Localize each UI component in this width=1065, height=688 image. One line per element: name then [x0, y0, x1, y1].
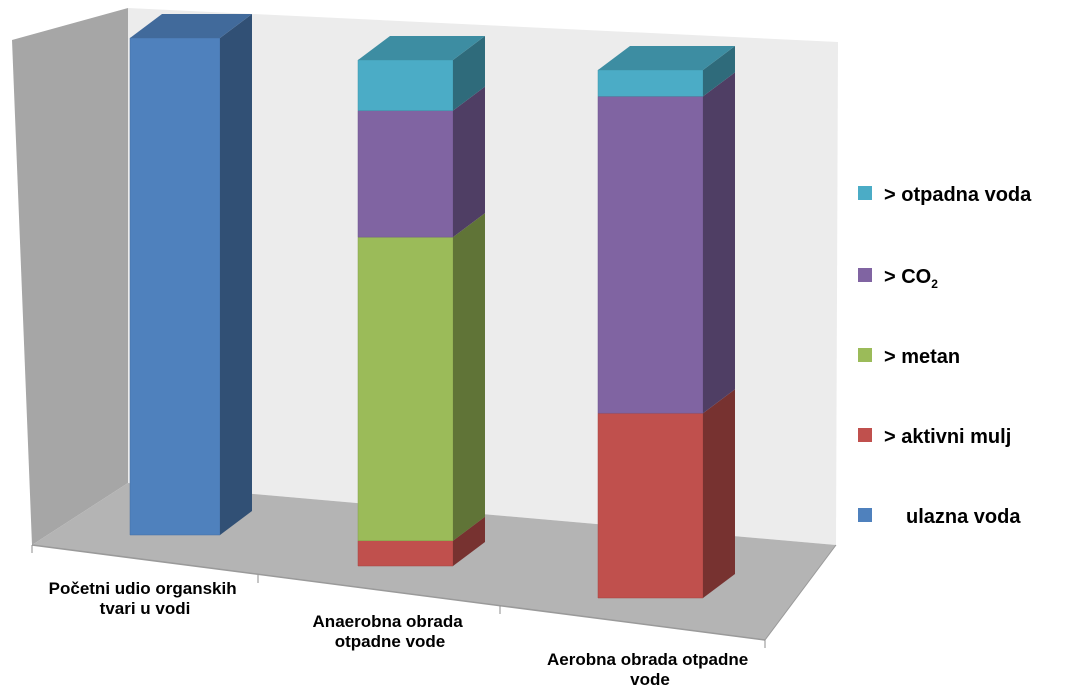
bar-2-co2-side — [703, 72, 735, 414]
legend-label-ulazna-voda: ulazna voda — [906, 506, 1021, 528]
legend-swatch-metan — [858, 348, 872, 362]
bar-2-otpadna-voda-front — [597, 69, 704, 97]
legend-item-ulazna-voda: ulazna voda — [858, 506, 1021, 528]
legend: > otpadna voda > CO2 > metan > aktivni m… — [858, 184, 1032, 528]
legend-item-co2: > CO2 — [858, 266, 938, 291]
legend-swatch-ulazna-voda — [858, 508, 872, 522]
category-labels: Početni udio organskih tvari u vodi Anae… — [49, 579, 753, 688]
bar-0-ulazna-voda-front — [129, 37, 221, 536]
legend-item-aktivni-mulj: > aktivni mulj — [858, 426, 1011, 448]
bar-1-metan-side — [453, 213, 485, 541]
legend-label-co2: > CO2 — [884, 266, 938, 291]
bar-0-ulazna-voda-top — [130, 14, 252, 38]
floor-right-edge — [764, 544, 837, 641]
bar-1-co2-front — [357, 110, 454, 238]
bar-0-ulazna-voda-side — [220, 14, 252, 535]
bars-layer — [129, 14, 735, 599]
x-axis-line — [31, 544, 766, 641]
category-label-0: Početni udio organskih tvari u vodi — [49, 579, 242, 618]
legend-item-otpadna-voda: > otpadna voda — [858, 184, 1032, 206]
legend-item-metan: > metan — [858, 346, 960, 368]
bar-1-otpadna-voda-side — [453, 36, 485, 111]
bar-1-otpadna-voda-front — [357, 59, 454, 111]
bar-2-aktivni-mulj-side — [703, 389, 735, 598]
legend-swatch-aktivni-mulj — [858, 428, 872, 442]
bar-2-aktivni-mulj-front — [597, 412, 704, 599]
legend-label-metan: > metan — [884, 346, 960, 368]
bar-1-otpadna-voda-top — [358, 36, 485, 60]
bar-1-metan-front — [357, 236, 454, 541]
bar-2-otpadna-voda-top — [598, 46, 735, 70]
bar-2-co2-front — [597, 96, 704, 414]
category-label-1: Anaerobna obrada otpadne vode — [313, 612, 468, 651]
category-label-2: Aerobna obrada otpadne vode — [547, 650, 753, 688]
legend-label-otpadna-voda: > otpadna voda — [884, 184, 1032, 206]
bar-1-aktivni-mulj-side — [453, 516, 485, 566]
side-wall — [12, 8, 128, 545]
legend-swatch-otpadna-voda — [858, 186, 872, 200]
legend-label-aktivni-mulj: > aktivni mulj — [884, 426, 1011, 448]
bar-1-co2-side — [453, 86, 485, 238]
legend-swatch-co2 — [858, 268, 872, 282]
bar-2-otpadna-voda-side — [703, 46, 735, 97]
bar-1-aktivni-mulj-front — [357, 540, 454, 567]
